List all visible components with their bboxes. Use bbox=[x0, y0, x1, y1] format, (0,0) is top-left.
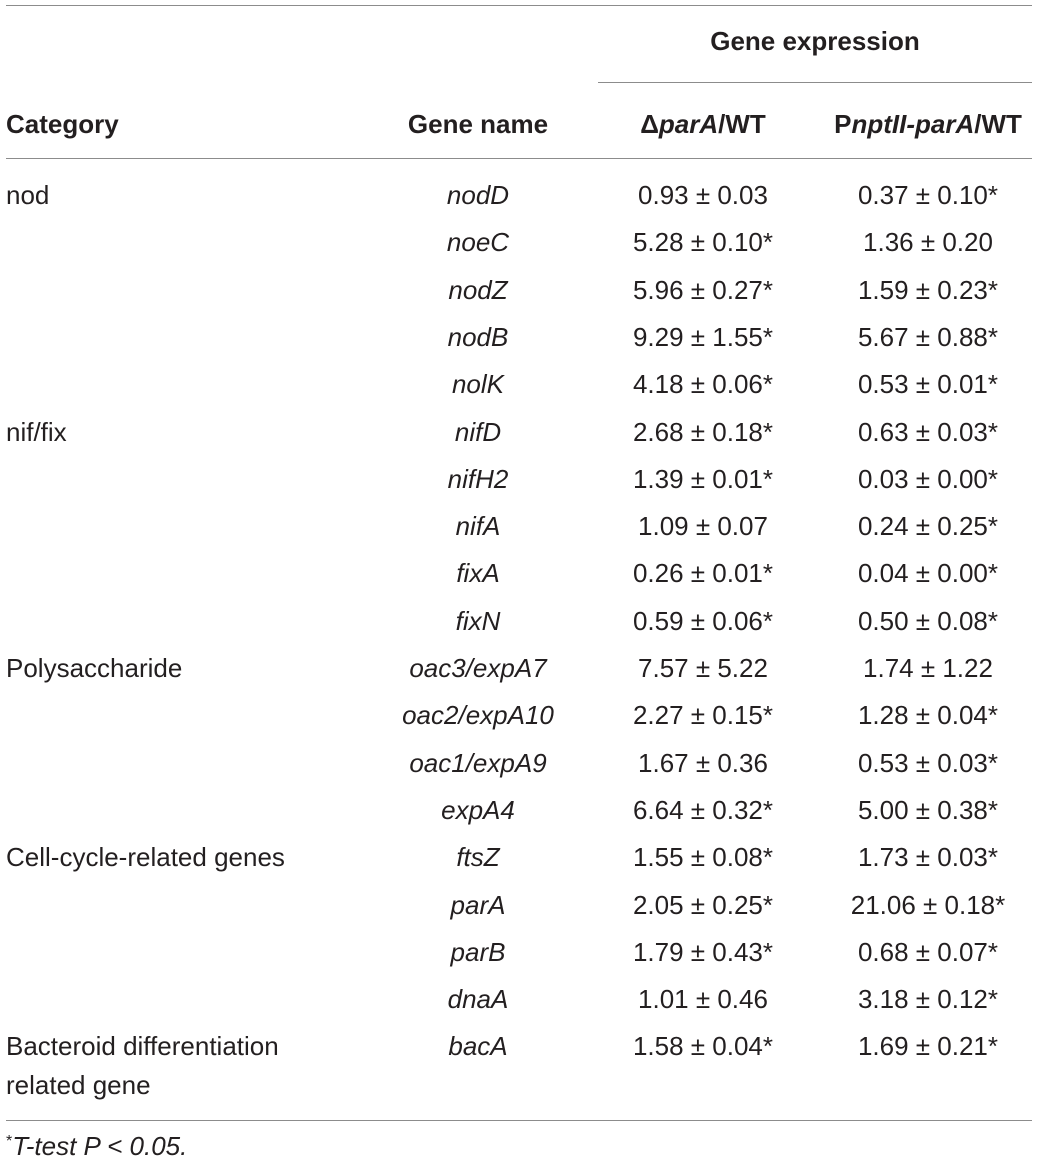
category-cell: nif/fix bbox=[6, 417, 67, 447]
delta-para-value: 2.27 ± 0.15* bbox=[632, 700, 774, 730]
pnptii-para-value: 0.04 ± 0.00* bbox=[857, 558, 999, 588]
delta-para-value: 2.05 ± 0.25* bbox=[632, 890, 774, 920]
category-continuation: related gene bbox=[6, 1070, 151, 1100]
pnptii-para-value: 0.24 ± 0.25* bbox=[857, 511, 999, 541]
gene-name-cell: fixN bbox=[455, 606, 501, 636]
pnptii-para-value: 0.50 ± 0.08* bbox=[857, 606, 999, 636]
pnptii-para-value: 21.06 ± 0.18* bbox=[850, 890, 1006, 920]
footnote: *T-test P < 0.05. bbox=[6, 1127, 187, 1161]
gene-name-cell: dnaA bbox=[447, 984, 509, 1014]
pnptii-para-value: 1.59 ± 0.23* bbox=[857, 275, 999, 305]
pnptii-para-value: 1.74 ± 1.22 bbox=[863, 653, 993, 683]
delta-para-value: 5.28 ± 0.10* bbox=[632, 227, 774, 257]
delta-para-value: 9.29 ± 1.55* bbox=[632, 322, 774, 352]
gene-name-cell: nifH2 bbox=[447, 464, 509, 494]
pnptii-para-value: 0.68 ± 0.07* bbox=[857, 937, 999, 967]
delta-symbol: Δ bbox=[640, 109, 659, 139]
delta-para-value: 1.01 ± 0.46 bbox=[638, 984, 768, 1014]
gene-name-cell: oac2/expA10 bbox=[402, 700, 554, 730]
gene-name-cell: ftsZ bbox=[456, 842, 500, 872]
category-cell: nod bbox=[6, 180, 50, 210]
wt-suffix: /WT bbox=[718, 109, 766, 139]
table-bottom-rule bbox=[6, 1120, 1032, 1121]
pnptii-para-value: 0.53 ± 0.01* bbox=[857, 369, 999, 399]
category-cell: Polysaccharide bbox=[6, 653, 183, 683]
delta-para-value: 6.64 ± 0.32* bbox=[632, 795, 774, 825]
footnote-mark: * bbox=[6, 1133, 13, 1150]
pnptii-para-value: 5.00 ± 0.38* bbox=[857, 795, 999, 825]
gene-name-cell: parA bbox=[450, 890, 506, 920]
column-header-pnptii-para-wt: PnptII-parA/WT bbox=[808, 109, 1047, 139]
pnptii-para-value: 0.63 ± 0.03* bbox=[857, 417, 999, 447]
group-header-underline bbox=[598, 82, 1032, 83]
column-header-category: Category bbox=[6, 109, 119, 139]
pnptii-para-value: 3.18 ± 0.12* bbox=[857, 984, 999, 1014]
delta-para-value: 1.58 ± 0.04* bbox=[632, 1031, 774, 1061]
pnptii-para-value: 1.28 ± 0.04* bbox=[857, 700, 999, 730]
delta-para-value: 0.93 ± 0.03 bbox=[638, 180, 768, 210]
delta-para-value: 0.59 ± 0.06* bbox=[632, 606, 774, 636]
delta-para-value: 1.67 ± 0.36 bbox=[638, 748, 768, 778]
delta-para-value: 7.57 ± 5.22 bbox=[638, 653, 768, 683]
gene-name-cell: nolK bbox=[451, 369, 505, 399]
pnptii-para-value: 1.73 ± 0.03* bbox=[857, 842, 999, 872]
pnptii-para-value: 0.53 ± 0.03* bbox=[857, 748, 999, 778]
delta-para-value: 1.55 ± 0.08* bbox=[632, 842, 774, 872]
pnptii-para-value: 0.03 ± 0.00* bbox=[857, 464, 999, 494]
delta-para-value: 0.26 ± 0.01* bbox=[632, 558, 774, 588]
gene-name-cell: oac3/expA7 bbox=[409, 653, 547, 683]
gene-name-cell: parB bbox=[450, 937, 506, 967]
column-header-gene-name: Gene name bbox=[407, 109, 549, 139]
delta-para-value: 1.39 ± 0.01* bbox=[632, 464, 774, 494]
gene-name-cell: nodZ bbox=[448, 275, 508, 305]
header-bottom-rule bbox=[6, 158, 1032, 159]
delta-para-value: 4.18 ± 0.06* bbox=[632, 369, 774, 399]
gene-name-cell: noeC bbox=[446, 227, 510, 257]
para-italic: parA bbox=[658, 109, 719, 139]
footnote-text: T-test P < 0.05. bbox=[12, 1131, 188, 1161]
pnptii-para-value: 1.69 ± 0.21* bbox=[857, 1031, 999, 1061]
gene-name-cell: nodD bbox=[446, 180, 510, 210]
category-cell: Bacteroid differentiation bbox=[6, 1031, 279, 1061]
pnptii-para-value: 1.36 ± 0.20 bbox=[863, 227, 993, 257]
gene-name-cell: nodB bbox=[447, 322, 509, 352]
category-cell: Cell-cycle-related genes bbox=[6, 842, 285, 872]
wt-suffix: /WT bbox=[974, 109, 1022, 139]
gene-name-cell: oac1/expA9 bbox=[409, 748, 547, 778]
column-header-delta-para-wt: ΔparA/WT bbox=[598, 109, 808, 139]
gene-name-cell: nifD bbox=[454, 417, 502, 447]
gene-name-cell: bacA bbox=[448, 1031, 508, 1061]
gene-name-cell: fixA bbox=[456, 558, 500, 588]
gene-expression-group-header: Gene expression bbox=[710, 26, 920, 56]
pnptii-para-value: 0.37 ± 0.10* bbox=[857, 180, 999, 210]
pnptii-para-value: 5.67 ± 0.88* bbox=[857, 322, 999, 352]
gene-name-cell: expA4 bbox=[441, 795, 515, 825]
table-top-rule bbox=[6, 5, 1032, 6]
delta-para-value: 1.09 ± 0.07 bbox=[638, 511, 768, 541]
delta-para-value: 5.96 ± 0.27* bbox=[632, 275, 774, 305]
delta-para-value: 2.68 ± 0.18* bbox=[632, 417, 774, 447]
nptii-para-italic: nptII-parA bbox=[851, 109, 975, 139]
p-prefix: P bbox=[834, 109, 852, 139]
gene-name-cell: nifA bbox=[455, 511, 501, 541]
delta-para-value: 1.79 ± 0.43* bbox=[632, 937, 774, 967]
